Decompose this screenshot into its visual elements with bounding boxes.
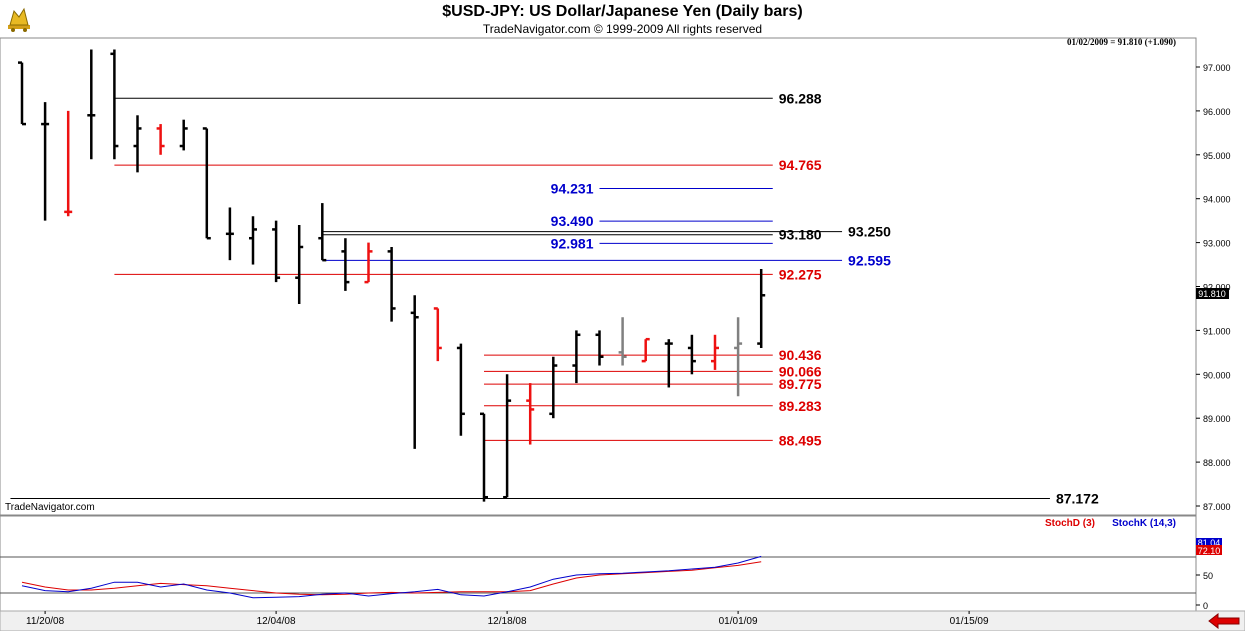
price-axis-label: 89.000	[1203, 414, 1231, 424]
stoch-d-line	[21, 561, 762, 596]
ohlc-bar	[18, 61, 26, 126]
level-label: 94.765	[779, 157, 822, 173]
price-axis-label: 97.000	[1203, 63, 1231, 73]
ohlc-bar	[41, 102, 50, 221]
price-axis-label: 96.000	[1203, 107, 1231, 117]
ohlc-bar	[757, 268, 766, 348]
level-label: 89.775	[779, 376, 822, 392]
level-lines: 96.288 94.765 94.231 93.490 93.250 93.180 92.9…	[10, 90, 1099, 506]
date-axis-label: 12/18/08	[488, 616, 527, 627]
date-axis-label: 01/15/09	[950, 616, 989, 627]
ohlc-bar	[249, 216, 257, 265]
level-label: 93.180	[779, 227, 822, 243]
ohlc-bar	[480, 412, 488, 502]
price-axis-label: 93.000	[1203, 239, 1231, 249]
stoch-axis-label: 50	[1203, 571, 1213, 581]
ohlc-bar	[433, 307, 442, 362]
date-axis-bar	[0, 610, 1245, 631]
ohlc-bar	[156, 124, 165, 155]
ohlc-bar	[341, 238, 350, 291]
price-axis-label: 90.000	[1203, 370, 1231, 380]
quote-line: 01/02/2009 = 91.810 (+1.090)	[1067, 37, 1176, 47]
stoch-d-legend: StochD (3)	[1045, 518, 1095, 529]
stoch-k-line	[21, 555, 762, 599]
ohlc-bar	[202, 127, 211, 240]
price-axis-label: 91.000	[1203, 326, 1231, 336]
ohlc-bar	[549, 356, 558, 419]
level-label: 88.495	[779, 432, 822, 448]
date-axis-label: 12/04/08	[257, 616, 296, 627]
ohlc-bar	[410, 295, 419, 449]
stochastics-panel[interactable]	[0, 515, 1197, 612]
copyright-subtitle: TradeNavigator.com © 1999-2009 All right…	[482, 22, 763, 36]
level-label: 90.436	[779, 347, 822, 363]
ohlc-bars	[18, 49, 766, 502]
ohlc-bar	[179, 119, 188, 151]
ohlc-bar	[133, 115, 142, 173]
level-label: 92.275	[779, 266, 822, 282]
level-label: 92.981	[551, 235, 594, 251]
level-label: 93.490	[551, 213, 594, 229]
stoch-k-legend: StochK (14,3)	[1112, 518, 1176, 529]
ohlc-bar	[711, 334, 719, 370]
ohlc-bar	[225, 207, 234, 261]
svg-text:91.810: 91.810	[1198, 289, 1226, 299]
level-label: 93.250	[848, 224, 891, 240]
ohlc-bar	[664, 339, 673, 388]
ohlc-bar	[387, 246, 396, 322]
level-label: 92.595	[848, 252, 891, 268]
ohlc-bar	[595, 330, 604, 366]
price-axis-label: 92.000	[1203, 283, 1231, 293]
ohlc-bar	[318, 203, 327, 262]
price-tag: 91.810	[1196, 288, 1229, 299]
date-axis: 11/20/08 12/04/08 12/18/08 01/01/09 01/15/09	[26, 611, 989, 627]
ohlc-bar	[364, 242, 373, 284]
level-label: 94.231	[551, 181, 594, 197]
price-axis-label: 94.000	[1203, 195, 1231, 205]
ohlc-bar	[87, 49, 96, 160]
ohlc-bar	[64, 110, 73, 217]
trading-cart-logo-icon[interactable]	[4, 3, 34, 33]
price-axis-label: 88.000	[1203, 458, 1231, 468]
ohlc-bar	[641, 337, 650, 363]
stoch-d-value-tag: 72.10	[1196, 545, 1222, 556]
ohlc-bar	[687, 334, 696, 375]
chart-title: $USD-JPY: US Dollar/Japanese Yen (Daily …	[442, 3, 803, 20]
date-axis-label: 01/01/09	[719, 616, 758, 627]
ohlc-bar	[272, 220, 281, 283]
date-axis-label: 11/20/08	[26, 616, 65, 627]
ohlc-bar	[526, 383, 535, 445]
red-left-arrow-icon[interactable]	[1207, 613, 1241, 629]
price-axis-label: 87.000	[1203, 502, 1231, 512]
level-label: 96.288	[779, 90, 822, 106]
ohlc-bar	[734, 317, 743, 397]
stoch-k-value-tag: 81.04	[1196, 538, 1222, 548]
chart-header: $USD-JPY: US Dollar/Japanese Yen (Daily …	[0, 0, 1245, 38]
level-label: 90.066	[779, 363, 822, 379]
level-label: 89.283	[779, 398, 822, 414]
ohlc-bar	[572, 330, 581, 384]
stochastics-lines: 100500	[0, 541, 1218, 611]
ohlc-bar	[110, 49, 119, 160]
price-axis-label: 95.000	[1203, 151, 1231, 161]
ohlc-bar	[456, 343, 465, 436]
price-axis: 97.000 96.000 95.000 94.000 93.000 92.000 91.0…	[1196, 63, 1231, 512]
ohlc-bar	[295, 225, 304, 305]
level-label: 87.172	[1056, 490, 1099, 506]
price-panel[interactable]	[0, 37, 1197, 516]
svg-text:72.10: 72.10	[1198, 546, 1221, 556]
watermark-label: TradeNavigator.com	[5, 502, 95, 513]
ohlc-bar	[618, 317, 627, 366]
stoch-axis-label: 0	[1203, 601, 1208, 611]
ohlc-bar	[503, 374, 512, 499]
svg-text:81.04: 81.04	[1198, 538, 1221, 548]
